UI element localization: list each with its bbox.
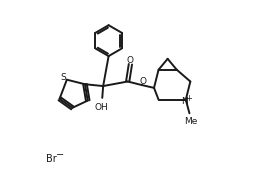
Text: N: N xyxy=(182,97,188,106)
Text: +: + xyxy=(186,94,192,103)
Text: −: − xyxy=(56,150,64,160)
Text: O: O xyxy=(139,77,146,86)
Text: O: O xyxy=(127,56,134,65)
Text: Me: Me xyxy=(184,117,198,126)
Text: Br: Br xyxy=(46,154,56,164)
Text: S: S xyxy=(60,73,66,82)
Text: OH: OH xyxy=(95,103,108,112)
